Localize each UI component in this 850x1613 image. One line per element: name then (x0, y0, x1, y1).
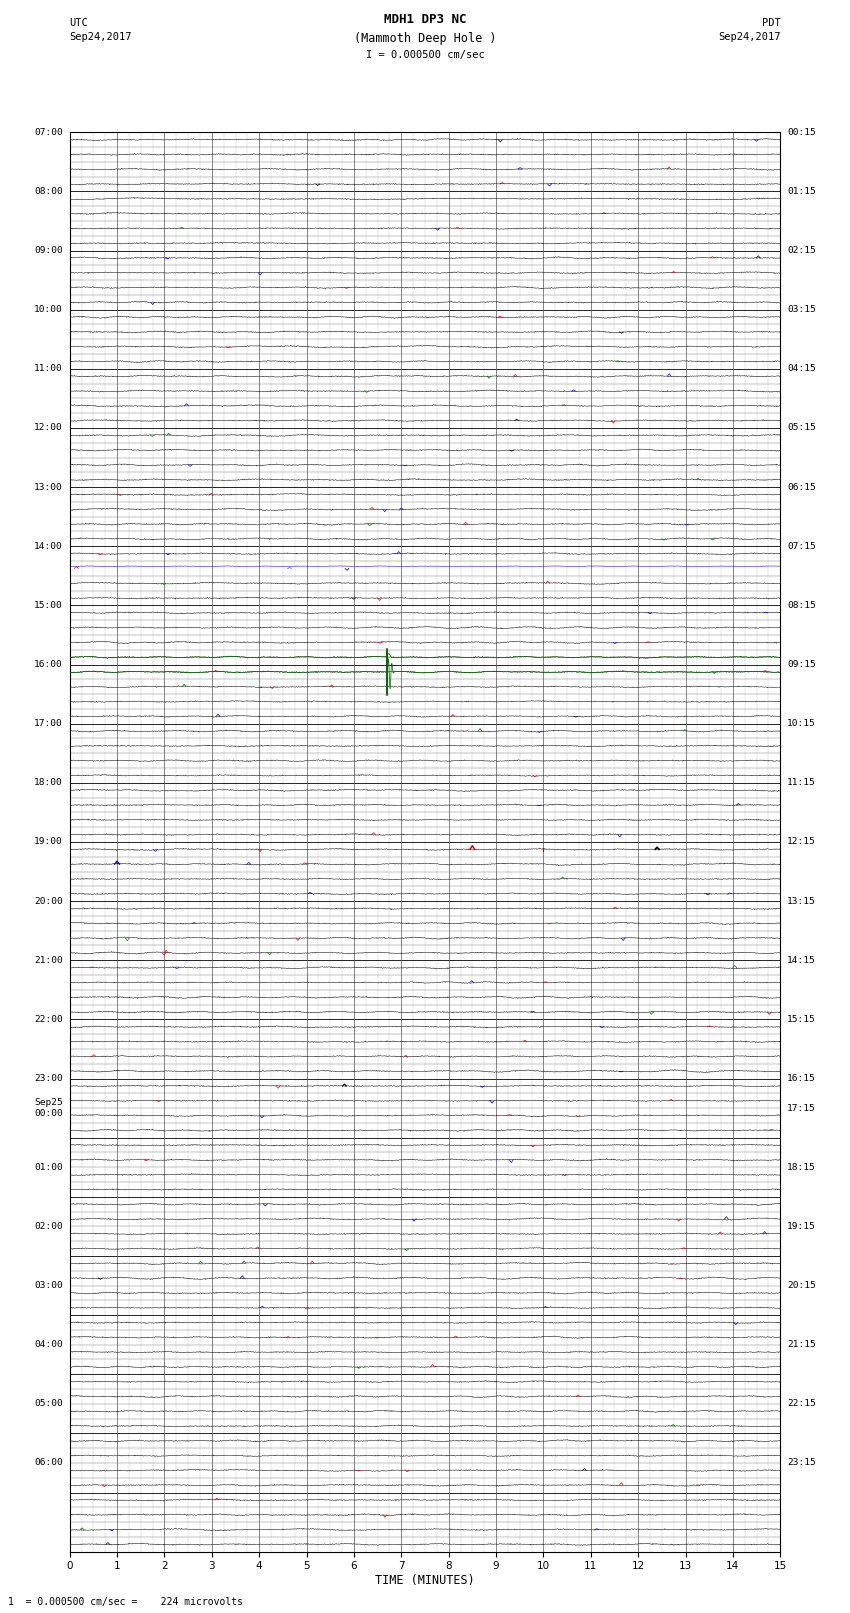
Text: Sep24,2017: Sep24,2017 (70, 32, 133, 42)
Text: 16:15: 16:15 (787, 1074, 816, 1082)
Text: 18:00: 18:00 (34, 779, 63, 787)
Text: 01:15: 01:15 (787, 187, 816, 195)
Text: 09:15: 09:15 (787, 660, 816, 669)
Text: Sep25
00:00: Sep25 00:00 (34, 1098, 63, 1118)
Text: 08:00: 08:00 (34, 187, 63, 195)
Text: 22:15: 22:15 (787, 1400, 816, 1408)
Text: 20:15: 20:15 (787, 1281, 816, 1290)
Text: MDH1 DP3 NC: MDH1 DP3 NC (383, 13, 467, 26)
Text: 13:15: 13:15 (787, 897, 816, 905)
Text: 1  = 0.000500 cm/sec =    224 microvolts: 1 = 0.000500 cm/sec = 224 microvolts (8, 1597, 243, 1607)
Text: 02:15: 02:15 (787, 247, 816, 255)
Text: 03:00: 03:00 (34, 1281, 63, 1290)
Text: 16:00: 16:00 (34, 660, 63, 669)
Text: 03:15: 03:15 (787, 305, 816, 315)
Text: 20:00: 20:00 (34, 897, 63, 905)
Text: 11:15: 11:15 (787, 779, 816, 787)
Text: 09:00: 09:00 (34, 247, 63, 255)
Text: 05:00: 05:00 (34, 1400, 63, 1408)
Text: 23:00: 23:00 (34, 1074, 63, 1082)
Text: 02:00: 02:00 (34, 1223, 63, 1231)
Text: 12:00: 12:00 (34, 424, 63, 432)
Text: 06:15: 06:15 (787, 482, 816, 492)
Text: 12:15: 12:15 (787, 837, 816, 847)
Text: 14:15: 14:15 (787, 957, 816, 965)
Text: 17:00: 17:00 (34, 719, 63, 727)
Text: 15:15: 15:15 (787, 1015, 816, 1024)
Text: 19:15: 19:15 (787, 1223, 816, 1231)
Text: 21:00: 21:00 (34, 957, 63, 965)
Text: 11:00: 11:00 (34, 365, 63, 373)
Text: 10:00: 10:00 (34, 305, 63, 315)
Text: 07:15: 07:15 (787, 542, 816, 550)
Text: PDT: PDT (762, 18, 780, 27)
Text: 18:15: 18:15 (787, 1163, 816, 1171)
Text: 08:15: 08:15 (787, 602, 816, 610)
Text: 19:00: 19:00 (34, 837, 63, 847)
Text: 07:00: 07:00 (34, 127, 63, 137)
Text: 13:00: 13:00 (34, 482, 63, 492)
Text: 17:15: 17:15 (787, 1103, 816, 1113)
Text: I = 0.000500 cm/sec: I = 0.000500 cm/sec (366, 50, 484, 60)
Text: 22:00: 22:00 (34, 1015, 63, 1024)
Text: 15:00: 15:00 (34, 602, 63, 610)
Text: 06:00: 06:00 (34, 1458, 63, 1468)
Text: 00:15: 00:15 (787, 127, 816, 137)
Text: 05:15: 05:15 (787, 424, 816, 432)
Text: 10:15: 10:15 (787, 719, 816, 727)
Text: 04:15: 04:15 (787, 365, 816, 373)
Text: 01:00: 01:00 (34, 1163, 63, 1171)
Text: 04:00: 04:00 (34, 1340, 63, 1348)
Text: (Mammoth Deep Hole ): (Mammoth Deep Hole ) (354, 32, 496, 45)
Text: 14:00: 14:00 (34, 542, 63, 550)
Text: UTC: UTC (70, 18, 88, 27)
X-axis label: TIME (MINUTES): TIME (MINUTES) (375, 1574, 475, 1587)
Text: Sep24,2017: Sep24,2017 (717, 32, 780, 42)
Text: 21:15: 21:15 (787, 1340, 816, 1348)
Text: 23:15: 23:15 (787, 1458, 816, 1468)
